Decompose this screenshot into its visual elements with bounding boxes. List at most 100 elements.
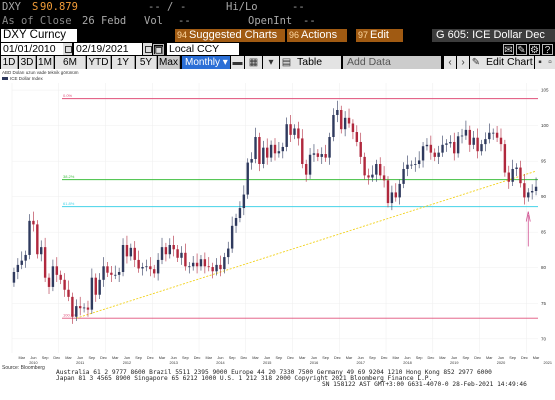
candle-up bbox=[527, 192, 530, 198]
candle-up bbox=[328, 137, 331, 158]
end-date-input[interactable]: 02/19/2021 bbox=[74, 43, 142, 55]
candle-up bbox=[460, 135, 464, 137]
candle-down bbox=[94, 277, 97, 295]
currency-select[interactable]: Local CCY bbox=[167, 43, 239, 55]
x-month-label: Sep bbox=[322, 356, 329, 360]
period-button[interactable]: 1Y bbox=[112, 56, 135, 69]
candle-up bbox=[308, 154, 312, 175]
x-month-label: Jun bbox=[30, 356, 36, 360]
table-icon[interactable]: ▤ bbox=[280, 56, 293, 69]
y-tick-label: 75 bbox=[541, 301, 547, 306]
x-month-label: Mar bbox=[18, 356, 25, 360]
help-icon[interactable]: ? bbox=[542, 44, 553, 56]
candle-up bbox=[28, 220, 31, 255]
candle-up bbox=[12, 272, 16, 283]
end-calendar-icon[interactable] bbox=[143, 43, 152, 55]
footer-session: SN 158122 AST GMT+3:00 G631-4070-0 28-Fe… bbox=[322, 381, 527, 388]
candle-up bbox=[425, 144, 429, 147]
actions-number: 96 bbox=[289, 30, 300, 40]
edit-menu[interactable]: 97 Edit bbox=[356, 29, 403, 42]
period-button[interactable]: YTD bbox=[87, 56, 111, 69]
quote-row-close: As of Close 26 Febd Vol -- OpenInt -- bbox=[0, 15, 555, 28]
start-date-input[interactable]: 01/01/2010 bbox=[1, 43, 63, 55]
x-month-label: Mar bbox=[252, 356, 259, 360]
x-month-label: Sep bbox=[463, 356, 470, 360]
candle-down bbox=[324, 154, 327, 158]
candle-down bbox=[476, 137, 479, 152]
chat-icon[interactable]: ✉ bbox=[503, 44, 514, 56]
x-month-label: Jun bbox=[171, 356, 177, 360]
suggested-charts-menu[interactable]: 94 Suggested Charts bbox=[175, 29, 285, 42]
tile-icon[interactable]: ▪ bbox=[535, 56, 545, 69]
frequency-select[interactable]: Monthly ▾ bbox=[182, 56, 230, 69]
candle-down bbox=[503, 144, 507, 173]
y-tick-label: 105 bbox=[541, 88, 549, 93]
candle-down bbox=[67, 289, 70, 297]
add-data-field[interactable]: Add Data bbox=[343, 56, 441, 69]
candle-up bbox=[234, 218, 238, 226]
candle-down bbox=[433, 152, 436, 157]
x-month-label: Dec bbox=[287, 356, 294, 360]
openint-label: OpenInt bbox=[248, 15, 293, 27]
period-button[interactable]: 3D bbox=[19, 56, 36, 69]
period-button-max[interactable]: Max bbox=[158, 56, 180, 69]
candle-down bbox=[258, 137, 261, 164]
pin-icon[interactable]: ✎ bbox=[516, 44, 527, 56]
date-nav-icon[interactable]: ▣ bbox=[153, 44, 164, 56]
candle-up bbox=[129, 247, 133, 257]
candle-down bbox=[347, 117, 351, 124]
candle-up bbox=[410, 164, 413, 166]
dropdown-icon[interactable]: ▾ bbox=[263, 56, 279, 69]
candle-down bbox=[340, 110, 343, 130]
candle-up bbox=[40, 247, 43, 255]
x-month-label: Jun bbox=[451, 356, 457, 360]
candle-up bbox=[375, 164, 378, 175]
candle-up bbox=[82, 307, 86, 309]
candle-down bbox=[304, 164, 308, 175]
price-chart[interactable]: ABD Doları uzun vade teknik görünüm ICE … bbox=[0, 69, 555, 374]
x-month-label: Dec bbox=[100, 356, 107, 360]
period-button[interactable]: 1D bbox=[1, 56, 18, 69]
chevron-right-icon[interactable]: › bbox=[457, 56, 469, 69]
x-month-label: Sep bbox=[229, 356, 236, 360]
y-tick-label: 100 bbox=[541, 123, 549, 128]
actions-menu[interactable]: 96 Actions bbox=[287, 29, 347, 42]
candle-down bbox=[378, 164, 382, 176]
candle-up bbox=[281, 146, 285, 152]
settings-icon[interactable]: ⚙ bbox=[529, 44, 540, 56]
candle-up bbox=[51, 266, 55, 287]
line-style-icon[interactable]: ▦ bbox=[245, 56, 262, 69]
x-month-label: Mar bbox=[346, 356, 353, 360]
candle-up bbox=[491, 132, 495, 134]
x-year-label: 2014 bbox=[216, 361, 224, 365]
candle-up bbox=[242, 194, 246, 209]
candle-up bbox=[480, 144, 483, 152]
period-button[interactable]: 5Y bbox=[136, 56, 157, 69]
x-month-label: Jun bbox=[124, 356, 130, 360]
candle-up bbox=[456, 136, 460, 154]
chevron-left-icon[interactable]: ‹ bbox=[444, 56, 456, 69]
candle-up bbox=[168, 245, 172, 255]
trend-line bbox=[76, 170, 537, 319]
hi-lo-label: Hi/Lo bbox=[226, 1, 258, 13]
x-month-label: Mar bbox=[65, 356, 72, 360]
period-button[interactable]: 1M bbox=[37, 56, 54, 69]
footer: Australia 61 2 9777 8600 Brazil 5511 239… bbox=[0, 369, 555, 400]
candle-down bbox=[429, 144, 433, 153]
x-year-label: 2012 bbox=[123, 361, 131, 365]
x-month-label: Jun bbox=[217, 356, 223, 360]
chart-type-icon[interactable]: ▬ bbox=[231, 56, 244, 69]
candle-down bbox=[394, 192, 397, 198]
edit-chart-icon[interactable]: ✎ bbox=[470, 56, 482, 69]
layout-icon[interactable]: ▫ bbox=[545, 56, 555, 69]
edit-chart-button[interactable]: Edit Chart bbox=[482, 56, 534, 69]
candle-up bbox=[141, 267, 144, 269]
candle-up bbox=[230, 225, 234, 249]
start-calendar-icon[interactable] bbox=[63, 43, 72, 55]
security-input[interactable]: DXY Curncy bbox=[1, 29, 77, 42]
x-month-label: Dec bbox=[194, 356, 201, 360]
period-button[interactable]: 6M bbox=[55, 56, 86, 69]
candle-up bbox=[445, 143, 448, 145]
candle-down bbox=[153, 269, 156, 274]
table-button[interactable]: Table bbox=[293, 56, 341, 69]
